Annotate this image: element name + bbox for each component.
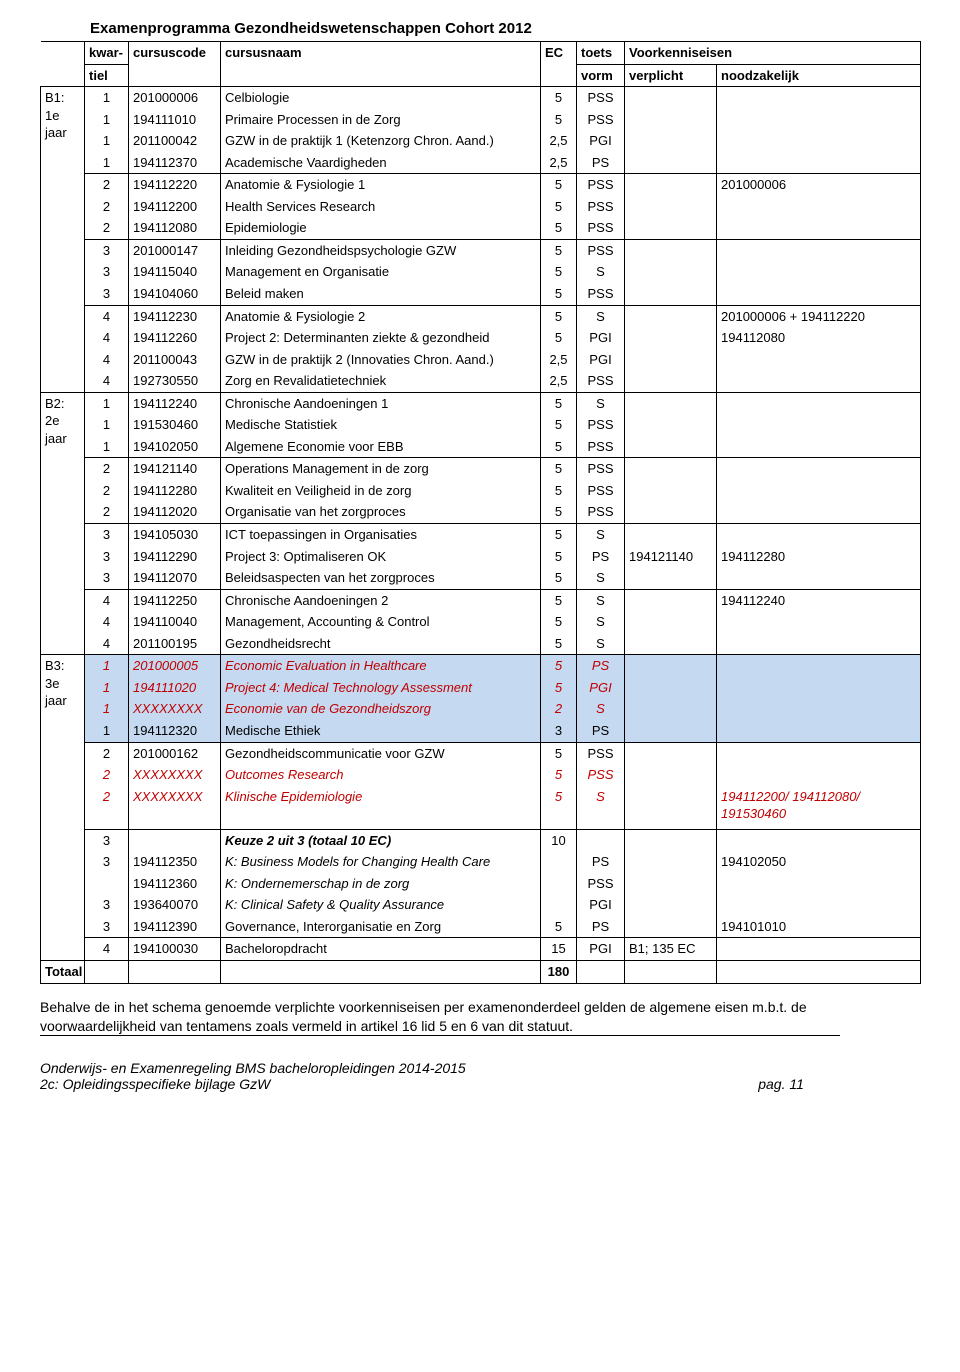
hdr-verplicht: verplicht — [625, 64, 717, 87]
hdr-noodzakelijk: noodzakelijk — [717, 64, 921, 87]
hdr-toets: toets — [577, 42, 625, 65]
table-row: 2 XXXXXXXX Outcomes Research 5 PSS — [41, 764, 921, 786]
exam-table: kwar- cursuscode cursusnaam EC toets Voo… — [40, 41, 921, 984]
table-row: 3 194105030 ICT toepassingen in Organisa… — [41, 524, 921, 546]
table-row: 3 194115040 Management en Organisatie 5 … — [41, 261, 921, 283]
table-row: 4 194112260 Project 2: Determinanten zie… — [41, 327, 921, 349]
table-row: 3 193640070 K: Clinical Safety & Quality… — [41, 894, 921, 916]
table-row: 1 194111010 Primaire Processen in de Zor… — [41, 109, 921, 131]
page-number: pag. 11 — [604, 1076, 804, 1092]
table-row: B3: 3e jaar 1 201000005 Economic Evaluat… — [41, 655, 921, 677]
table-row: 3 194104060 Beleid maken 5 PSS — [41, 283, 921, 305]
table-row: 4 194112230 Anatomie & Fysiologie 2 5 S … — [41, 305, 921, 327]
hdr-voorkennis: Voorkenniseisen — [625, 42, 921, 65]
hdr-cursuscode: cursuscode — [129, 42, 221, 87]
year-b3: B3: 3e jaar — [41, 655, 85, 961]
total-row: Totaal 180 — [41, 960, 921, 983]
header-row-1: kwar- cursuscode cursusnaam EC toets Voo… — [41, 42, 921, 65]
table-row: 1 XXXXXXXX Economie van de Gezondheidszo… — [41, 698, 921, 720]
table-row: 1 194102050 Algemene Economie voor EBB 5… — [41, 436, 921, 458]
table-row: 4 192730550 Zorg en Revalidatietechniek … — [41, 370, 921, 392]
table-row: B1: 1e jaar 1 201000006 Celbiologie 5 PS… — [41, 87, 921, 109]
footer: Onderwijs- en Examenregeling BMS bachelo… — [40, 1060, 920, 1092]
table-row: 2 194112080 Epidemiologie 5 PSS — [41, 217, 921, 239]
table-row: 1 194111020 Project 4: Medical Technolog… — [41, 677, 921, 699]
table-row: 3 201000147 Inleiding Gezondheidspsychol… — [41, 239, 921, 261]
table-row: 1 191530460 Medische Statistiek 5 PSS — [41, 414, 921, 436]
page-title: Examenprogramma Gezondheidswetenschappen… — [90, 20, 920, 37]
hdr-ec: EC — [541, 42, 577, 87]
table-row: 4 194112250 Chronische Aandoeningen 2 5 … — [41, 589, 921, 611]
table-row: 4 201100043 GZW in de praktijk 2 (Innova… — [41, 349, 921, 371]
hdr-kwartiel: kwar- — [85, 42, 129, 65]
table-row: 1 194112370 Academische Vaardigheden 2,5… — [41, 152, 921, 174]
year-b1: B1: 1e jaar — [41, 87, 85, 393]
table-row: 2 201000162 Gezondheidscommunicatie voor… — [41, 742, 921, 764]
hdr-kwartiel2: tiel — [85, 64, 129, 87]
table-row: 4 201100195 Gezondheidsrecht 5 S — [41, 633, 921, 655]
table-row: 2 194112200 Health Services Research 5 P… — [41, 196, 921, 218]
hdr-cursusnaam: cursusnaam — [221, 42, 541, 87]
table-row: 194112360 K: Ondernemerschap in de zorg … — [41, 873, 921, 895]
table-row: 3 194112390 Governance, Interorganisatie… — [41, 916, 921, 938]
table-row: B2: 2e jaar 1 194112240 Chronische Aando… — [41, 392, 921, 414]
table-row: 2 194121140 Operations Management in de … — [41, 458, 921, 480]
table-row: 1 201100042 GZW in de praktijk 1 (Ketenz… — [41, 130, 921, 152]
table-row: 2 XXXXXXXX Klinische Epidemiologie 5 S 1… — [41, 786, 921, 825]
table-row: 3 194112350 K: Business Models for Chang… — [41, 851, 921, 873]
table-row: 3 194112290 Project 3: Optimaliseren OK … — [41, 546, 921, 568]
table-row: 1 194112320 Medische Ethiek 3 PS — [41, 720, 921, 742]
year-b2: B2: 2e jaar — [41, 392, 85, 655]
table-row: 2 194112280 Kwaliteit en Veiligheid in d… — [41, 480, 921, 502]
table-row: 4 194110040 Management, Accounting & Con… — [41, 611, 921, 633]
table-row: 3 Keuze 2 uit 3 (totaal 10 EC) 10 — [41, 829, 921, 851]
table-row: 2 194112020 Organisatie van het zorgproc… — [41, 501, 921, 523]
below-paragraph: Behalve de in het schema genoemde verpli… — [40, 998, 920, 1036]
table-row: 4 194100030 Bacheloropdracht 15 PGI B1; … — [41, 938, 921, 961]
table-row: 3 194112070 Beleidsaspecten van het zorg… — [41, 567, 921, 589]
hdr-toets2: vorm — [577, 64, 625, 87]
table-row: 2 194112220 Anatomie & Fysiologie 1 5 PS… — [41, 174, 921, 196]
